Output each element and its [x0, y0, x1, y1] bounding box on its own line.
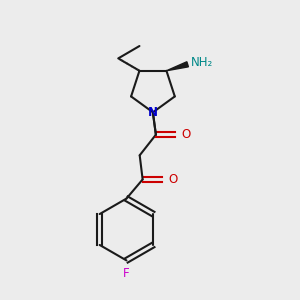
Text: NH₂: NH₂ — [191, 56, 213, 69]
Polygon shape — [167, 62, 188, 71]
Text: O: O — [182, 128, 191, 141]
Text: N: N — [148, 106, 158, 119]
Text: F: F — [123, 267, 130, 280]
Text: O: O — [168, 173, 178, 186]
